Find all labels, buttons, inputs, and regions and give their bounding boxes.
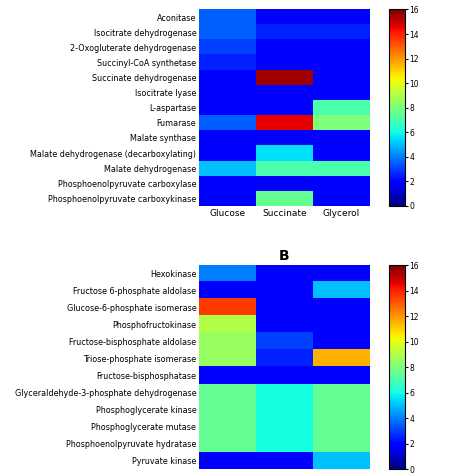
Title: B: B xyxy=(279,248,290,263)
